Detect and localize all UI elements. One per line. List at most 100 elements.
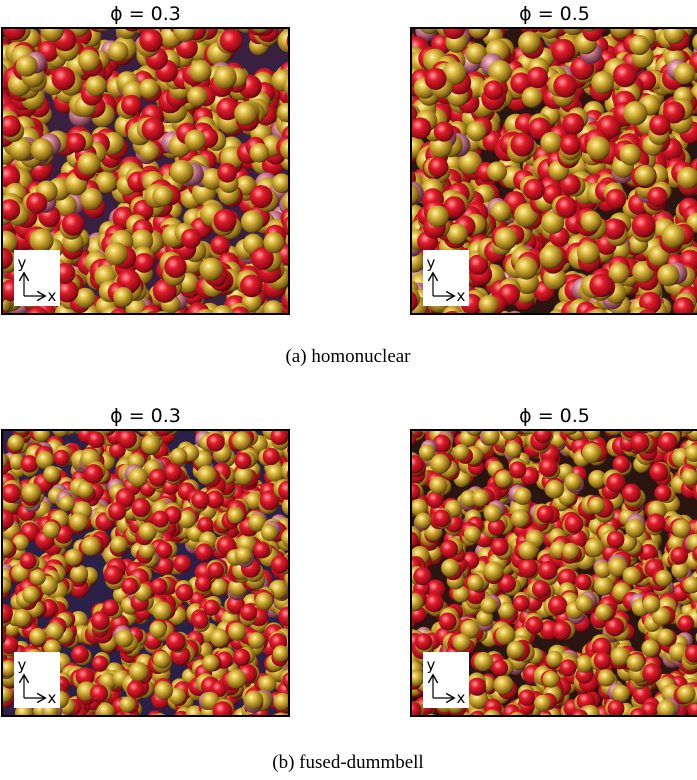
bead bbox=[187, 86, 208, 107]
caption: (a) homonuclear bbox=[285, 346, 411, 367]
bead bbox=[673, 62, 696, 85]
bead bbox=[2, 452, 8, 469]
bead bbox=[283, 76, 289, 97]
bead bbox=[504, 441, 522, 458]
bead bbox=[29, 627, 47, 646]
bead bbox=[560, 430, 579, 435]
bead bbox=[153, 430, 172, 437]
bead bbox=[13, 608, 32, 627]
bead bbox=[3, 28, 27, 41]
bead bbox=[87, 431, 105, 449]
bead bbox=[411, 531, 419, 549]
bead bbox=[62, 430, 70, 431]
bead bbox=[191, 718, 210, 737]
bead bbox=[110, 308, 129, 314]
bead bbox=[587, 313, 596, 314]
bead bbox=[89, 684, 109, 703]
bead bbox=[212, 701, 233, 716]
bead bbox=[281, 191, 289, 214]
bead bbox=[538, 457, 559, 477]
bead bbox=[641, 639, 660, 658]
bead bbox=[606, 530, 625, 549]
bead bbox=[559, 174, 581, 195]
bead bbox=[433, 121, 454, 142]
bead bbox=[458, 151, 482, 175]
bead bbox=[250, 716, 268, 734]
bead bbox=[258, 675, 277, 694]
bead bbox=[115, 488, 135, 508]
bead bbox=[622, 566, 641, 586]
bead bbox=[657, 432, 678, 452]
bead bbox=[605, 617, 625, 637]
bead bbox=[551, 620, 572, 641]
bead bbox=[467, 574, 484, 592]
bead bbox=[693, 520, 697, 535]
bead bbox=[606, 472, 626, 493]
bead bbox=[93, 719, 109, 735]
bead bbox=[426, 205, 449, 228]
bead bbox=[491, 659, 509, 677]
bead bbox=[213, 65, 237, 90]
bead bbox=[30, 138, 54, 161]
bead bbox=[270, 555, 289, 574]
bead bbox=[607, 699, 625, 716]
bead bbox=[282, 215, 289, 236]
bead bbox=[540, 131, 562, 154]
bead bbox=[605, 188, 627, 210]
bead bbox=[392, 584, 410, 602]
bead bbox=[510, 132, 535, 157]
bead bbox=[625, 518, 645, 538]
bead bbox=[452, 633, 471, 652]
bead bbox=[210, 578, 228, 596]
bead bbox=[561, 542, 580, 560]
bead bbox=[197, 516, 214, 533]
bead bbox=[478, 294, 499, 314]
bead bbox=[475, 430, 485, 432]
bead bbox=[607, 556, 628, 577]
bead bbox=[229, 306, 251, 314]
bead bbox=[485, 312, 496, 314]
bead bbox=[591, 637, 612, 658]
bead bbox=[411, 185, 412, 194]
bead bbox=[411, 498, 428, 517]
bead bbox=[152, 601, 172, 621]
bead bbox=[272, 645, 289, 662]
bead bbox=[2, 165, 21, 189]
bead bbox=[170, 447, 188, 465]
bead bbox=[573, 714, 583, 716]
bead bbox=[534, 28, 554, 33]
bead bbox=[278, 480, 289, 500]
bead bbox=[494, 5, 515, 26]
bead bbox=[195, 543, 214, 562]
bead bbox=[152, 185, 174, 207]
bead bbox=[191, 490, 210, 510]
bead bbox=[196, 465, 217, 485]
bead bbox=[411, 183, 420, 206]
bead bbox=[547, 595, 568, 616]
bead bbox=[623, 101, 648, 126]
bead bbox=[630, 432, 650, 452]
bead bbox=[155, 541, 173, 559]
bead bbox=[2, 199, 21, 221]
bead bbox=[518, 689, 536, 706]
bead bbox=[2, 308, 8, 314]
bead bbox=[684, 644, 697, 663]
bead bbox=[2, 538, 14, 557]
bead bbox=[419, 28, 440, 35]
bead bbox=[83, 464, 104, 484]
axis-x-label: x bbox=[457, 287, 466, 305]
bead bbox=[217, 162, 237, 183]
bead bbox=[234, 452, 252, 470]
bead bbox=[266, 463, 285, 483]
bead bbox=[128, 661, 149, 682]
bead bbox=[575, 655, 594, 673]
bead bbox=[494, 227, 518, 250]
bead bbox=[113, 287, 134, 307]
bead bbox=[646, 513, 666, 533]
bead bbox=[442, 305, 464, 314]
bead bbox=[75, 287, 96, 309]
bead bbox=[273, 692, 289, 711]
bead bbox=[545, 479, 564, 499]
bead bbox=[227, 507, 244, 524]
bead bbox=[211, 304, 235, 314]
